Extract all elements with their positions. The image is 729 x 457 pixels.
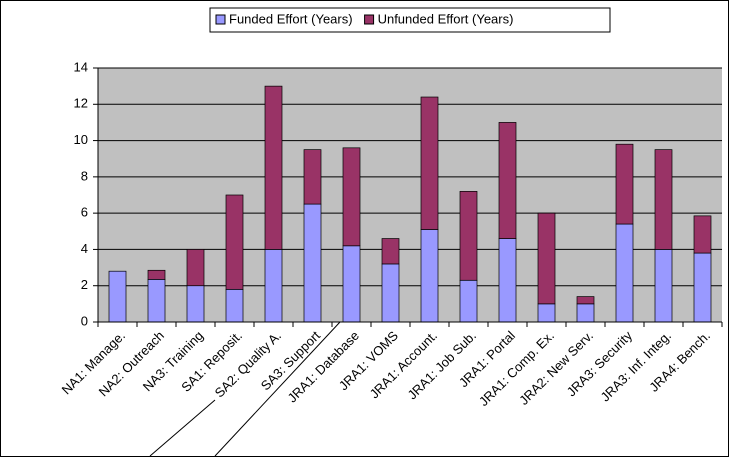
bar-segment <box>264 85 283 250</box>
bar-segment <box>186 249 205 287</box>
bar-segment <box>576 303 595 323</box>
legend-swatch <box>215 14 226 25</box>
y-tick-label: 0 <box>81 313 88 328</box>
legend-label: Funded Effort (Years) <box>229 11 353 26</box>
y-tick-label: 8 <box>81 168 88 183</box>
bar-segment <box>576 296 595 305</box>
bar-segment <box>186 285 205 323</box>
y-tick-label: 14 <box>74 59 88 74</box>
bar-segment <box>225 288 244 323</box>
bar-segment <box>303 149 322 205</box>
bar-segment <box>381 263 400 323</box>
decor-line <box>214 321 341 457</box>
y-tick-label: 12 <box>74 96 88 111</box>
y-tick-label: 10 <box>74 132 88 147</box>
bar-segment <box>537 212 556 305</box>
bar-segment <box>459 191 478 281</box>
legend: Funded Effort (Years) Unfunded Effort (Ye… <box>209 7 611 33</box>
bar-segment <box>498 238 517 323</box>
bar-segment <box>420 229 439 323</box>
bar-segment <box>342 147 361 247</box>
bar-segment <box>498 122 517 239</box>
bar-segment <box>537 303 556 323</box>
bar-segment <box>303 203 322 323</box>
bar-segment <box>264 249 283 323</box>
y-tick-label: 4 <box>81 241 88 256</box>
bar-segment <box>693 215 712 254</box>
bar-segment <box>615 143 634 225</box>
bar-segment <box>342 245 361 323</box>
legend-label: Unfunded Effort (Years) <box>378 11 514 26</box>
legend-box <box>209 7 611 33</box>
y-tick-label: 2 <box>81 277 88 292</box>
bar-segment <box>615 223 634 323</box>
bar-segment <box>225 194 244 290</box>
y-tick-label: 6 <box>81 205 88 220</box>
bar-segment <box>693 252 712 323</box>
bar-segment <box>654 249 673 323</box>
legend-swatch <box>364 14 375 25</box>
bar-segment <box>147 269 166 280</box>
bar-segment <box>459 279 478 323</box>
bar-segment <box>420 96 439 230</box>
bar-segment <box>108 270 127 323</box>
bar-segment <box>654 149 673 250</box>
bar-segment <box>147 279 166 323</box>
decor-line <box>149 399 216 457</box>
bar-segment <box>381 238 400 265</box>
